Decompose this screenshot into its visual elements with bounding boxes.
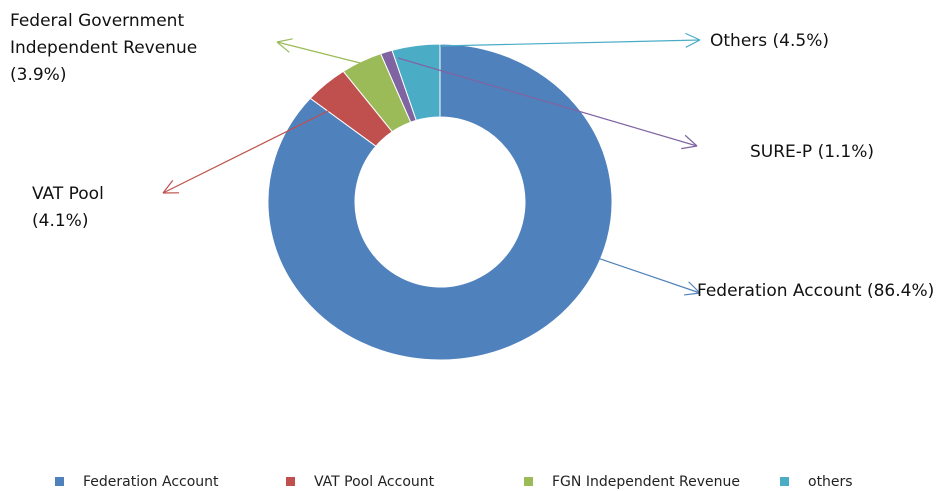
leader-line (579, 251, 701, 294)
data-label: Others (4.5%) (710, 31, 829, 51)
arrow-head (688, 281, 701, 294)
legend-label: Federation Account (83, 474, 219, 490)
legend-swatch (780, 477, 789, 486)
legend-swatch (286, 477, 295, 486)
arrow-head (685, 39, 701, 48)
data-label: Federal Government Independent Revenue (… (10, 11, 198, 85)
legend-swatch (55, 477, 64, 486)
legend-swatch (524, 477, 533, 486)
legend-label: VAT Pool Account (314, 474, 435, 490)
data-label: Federation Account (86.4%) (697, 281, 935, 301)
arrow-head (276, 38, 293, 43)
leader-line (439, 39, 701, 47)
leader-line (162, 109, 331, 194)
leader-line (276, 41, 381, 69)
arrow-head (276, 41, 290, 53)
arrow-head (681, 145, 698, 150)
donut-slice (267, 43, 613, 361)
arrow-head (684, 292, 701, 296)
legend-label: others (808, 474, 853, 490)
data-label: SURE-P (1.1%) (750, 142, 875, 162)
arrow-head (685, 32, 701, 41)
donut-slice (391, 43, 441, 121)
data-label: VAT Pool (4.1%) (32, 184, 104, 231)
leader-line (397, 57, 698, 147)
legend-label: FGN Independent Revenue (552, 474, 740, 490)
arrow-head (162, 179, 174, 194)
arrow-head (684, 134, 698, 147)
